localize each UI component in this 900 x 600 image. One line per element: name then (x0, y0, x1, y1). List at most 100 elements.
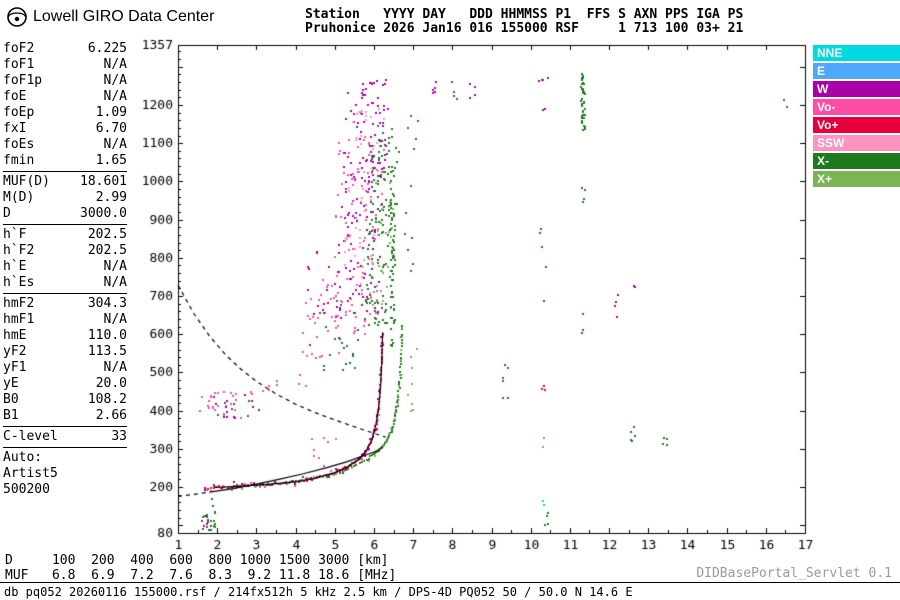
parameter-value: N/A (103, 275, 127, 290)
parameter-label: foE (3, 89, 27, 104)
parameter-row: foF1p N/A (3, 73, 127, 89)
parameter-value: 110.0 (87, 328, 127, 343)
d-muf-table: D 100 200 400 600 800 1000 1500 3000 [km… (5, 553, 396, 583)
parameter-label: C-level (3, 429, 58, 444)
legend-entry-e: E (813, 63, 900, 79)
legend-entry-vominus: Vo- (813, 99, 900, 115)
parameter-row: foF2 6.225 (3, 41, 127, 57)
giro-logo-icon (7, 7, 27, 27)
parameter-label: B0 (3, 392, 19, 407)
legend-entry-xminus: X- (813, 153, 900, 169)
parameter-label: yE (3, 376, 19, 391)
station-header-line2: Pruhonice 2026 Jan16 016 155000 RSF 1 71… (305, 21, 744, 36)
parameter-row: h`E N/A (3, 259, 127, 275)
parameter-label: h`E (3, 259, 27, 274)
parameter-label: 500200 (3, 482, 50, 497)
station-header-line1: Station YYYY DAY DDD HHMMSS P1 FFS S AXN… (305, 7, 744, 22)
parameter-label: MUF(D) (3, 174, 50, 189)
parameter-row: M(D) 2.99 (3, 190, 127, 206)
legend-entry-nne: NNE (813, 45, 900, 61)
d-muf-table-d-row: D 100 200 400 600 800 1000 1500 3000 [km… (5, 553, 389, 568)
parameter-row: 500200 (3, 482, 127, 498)
parameter-row: hmF1 N/A (3, 312, 127, 328)
parameter-row: Artist5 (3, 466, 127, 482)
parameter-label: foF1 (3, 57, 35, 72)
parameter-label: h`F (3, 227, 27, 242)
parameter-label: fmin (3, 153, 35, 168)
parameter-value: N/A (103, 259, 127, 274)
parameter-row: foF1 N/A (3, 57, 127, 73)
parameter-label: foEs (3, 137, 35, 152)
parameter-divider (3, 171, 127, 172)
d-muf-table-muf-row: MUF 6.8 6.9 7.2 7.6 8.3 9.2 11.8 18.6 [M… (5, 568, 397, 583)
status-bar: db pq052 20260116 155000.rsf / 214fx512h… (0, 582, 900, 600)
parameter-row: yF2 113.5 (3, 344, 127, 360)
legend-entry-xplus: X+ (813, 171, 900, 187)
parameter-value: 2.66 (95, 408, 127, 423)
parameter-label: foF1p (3, 73, 43, 88)
parameter-value: 1.09 (95, 105, 127, 120)
parameter-label: hmF2 (3, 296, 35, 311)
parameter-row: D 3000.0 (3, 206, 127, 222)
parameter-row: hmE 110.0 (3, 328, 127, 344)
parameter-value: 202.5 (87, 243, 127, 258)
parameter-label: yF1 (3, 360, 27, 375)
parameter-value: N/A (103, 360, 127, 375)
parameter-label: foF2 (3, 41, 35, 56)
parameter-label: M(D) (3, 190, 35, 205)
parameter-value: 108.2 (87, 392, 127, 407)
parameter-value: N/A (103, 137, 127, 152)
parameter-row: fxI 6.70 (3, 121, 127, 137)
parameter-label: h`Es (3, 275, 35, 290)
ionogram-plot-canvas (130, 38, 830, 558)
parameter-label: yF2 (3, 344, 27, 359)
parameter-row: h`Es N/A (3, 275, 127, 291)
parameter-value: 20.0 (95, 376, 127, 391)
parameter-row: Auto: (3, 450, 127, 466)
parameter-row: foEs N/A (3, 137, 127, 153)
parameter-row: yF1 N/A (3, 360, 127, 376)
parameter-value: 6.225 (87, 41, 127, 56)
parameter-label: Auto: (3, 450, 43, 465)
parameter-value: N/A (103, 312, 127, 327)
parameter-row: foEp 1.09 (3, 105, 127, 121)
parameter-label: D (3, 206, 11, 221)
parameter-value: 3000.0 (80, 206, 127, 221)
parameter-value: 33 (111, 429, 127, 444)
parameter-row: MUF(D) 18.601 (3, 174, 127, 190)
parameter-row: C-level 33 (3, 429, 127, 445)
logo-text: Lowell GIRO Data Center (33, 8, 215, 25)
parameter-row: h`F 202.5 (3, 227, 127, 243)
polarization-legend: NNE E W Vo- Vo+ SSW X- X+ (813, 45, 900, 189)
parameter-value: 304.3 (87, 296, 127, 311)
parameter-value: 202.5 (87, 227, 127, 242)
parameter-value: N/A (103, 73, 127, 88)
parameter-label: h`F2 (3, 243, 35, 258)
parameter-value: 2.99 (95, 190, 127, 205)
parameter-divider (3, 447, 127, 448)
parameter-label: fxI (3, 121, 27, 136)
parameter-divider (3, 224, 127, 225)
parameter-divider (3, 426, 127, 427)
parameter-value: 113.5 (87, 344, 127, 359)
servlet-version-label: DIDBasePortal_Servlet 0.1 (696, 566, 892, 581)
parameter-value: 6.70 (95, 121, 127, 136)
parameter-value: N/A (103, 89, 127, 104)
parameter-row: fmin 1.65 (3, 153, 127, 169)
legend-entry-w: W (813, 81, 900, 97)
parameter-row: B1 2.66 (3, 408, 127, 424)
parameter-row: yE 20.0 (3, 376, 127, 392)
parameter-row: foE N/A (3, 89, 127, 105)
parameter-divider (3, 293, 127, 294)
parameter-value: 18.601 (80, 174, 127, 189)
parameter-label: foEp (3, 105, 35, 120)
parameter-row: hmF2 304.3 (3, 296, 127, 312)
lowell-giro-logo: Lowell GIRO Data Center (6, 6, 214, 28)
legend-entry-ssw: SSW (813, 135, 900, 151)
parameter-label: hmE (3, 328, 27, 343)
parameter-label: hmF1 (3, 312, 35, 327)
legend-entry-voplus: Vo+ (813, 117, 900, 133)
parameter-row: h`F2 202.5 (3, 243, 127, 259)
parameter-label: B1 (3, 408, 19, 423)
